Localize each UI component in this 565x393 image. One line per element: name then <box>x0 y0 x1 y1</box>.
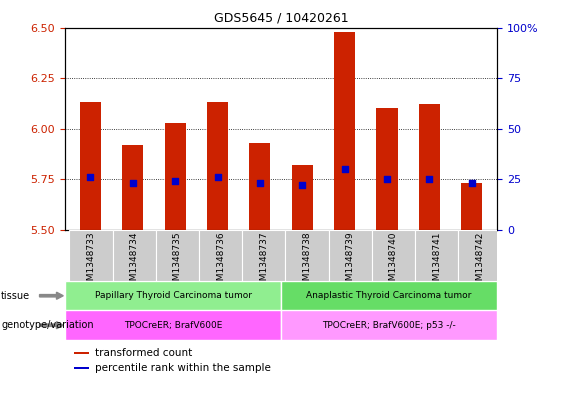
Text: percentile rank within the sample: percentile rank within the sample <box>95 363 271 373</box>
Bar <box>112 230 156 281</box>
Bar <box>249 143 271 230</box>
Bar <box>376 108 398 230</box>
Title: GDS5645 / 10420261: GDS5645 / 10420261 <box>214 12 349 25</box>
Point <box>213 174 222 180</box>
Bar <box>415 230 458 281</box>
Bar <box>334 31 355 230</box>
Point <box>86 174 95 180</box>
Bar <box>73 367 89 369</box>
Bar <box>207 103 228 230</box>
Bar <box>458 230 502 281</box>
Text: GSM1348733: GSM1348733 <box>86 231 95 292</box>
Point <box>171 178 180 184</box>
Text: GSM1348741: GSM1348741 <box>432 231 441 292</box>
Text: GSM1348734: GSM1348734 <box>129 231 138 292</box>
Text: GSM1348740: GSM1348740 <box>389 231 398 292</box>
Bar <box>199 230 242 281</box>
Text: GSM1348738: GSM1348738 <box>302 231 311 292</box>
Bar <box>122 145 144 230</box>
Point <box>128 180 137 187</box>
Text: GSM1348742: GSM1348742 <box>475 231 484 292</box>
Bar <box>69 230 112 281</box>
Bar <box>419 105 440 230</box>
Bar <box>292 165 313 230</box>
Text: Anaplastic Thyroid Carcinoma tumor: Anaplastic Thyroid Carcinoma tumor <box>306 291 472 300</box>
Point <box>425 176 434 182</box>
Point <box>467 180 476 187</box>
Text: TPOCreER; BrafV600E; p53 -/-: TPOCreER; BrafV600E; p53 -/- <box>322 321 456 330</box>
Text: GSM1348739: GSM1348739 <box>346 231 355 292</box>
Bar <box>281 281 497 310</box>
Bar <box>164 123 186 230</box>
Bar <box>65 281 281 310</box>
Bar <box>156 230 199 281</box>
Bar <box>242 230 285 281</box>
Bar <box>329 230 372 281</box>
Text: tissue: tissue <box>1 291 31 301</box>
Bar <box>73 352 89 354</box>
Text: TPOCreER; BrafV600E: TPOCreER; BrafV600E <box>124 321 222 330</box>
Point <box>298 182 307 189</box>
Text: genotype/variation: genotype/variation <box>1 320 94 330</box>
Point <box>340 166 349 172</box>
Text: Papillary Thyroid Carcinoma tumor: Papillary Thyroid Carcinoma tumor <box>94 291 251 300</box>
Text: GSM1348735: GSM1348735 <box>173 231 182 292</box>
Bar <box>285 230 329 281</box>
Bar <box>281 310 497 340</box>
Bar <box>65 310 281 340</box>
Bar <box>372 230 415 281</box>
Bar <box>461 184 483 230</box>
Point <box>255 180 264 187</box>
Bar <box>80 103 101 230</box>
Text: GSM1348736: GSM1348736 <box>216 231 225 292</box>
Text: transformed count: transformed count <box>95 348 193 358</box>
Text: GSM1348737: GSM1348737 <box>259 231 268 292</box>
Point <box>383 176 392 182</box>
